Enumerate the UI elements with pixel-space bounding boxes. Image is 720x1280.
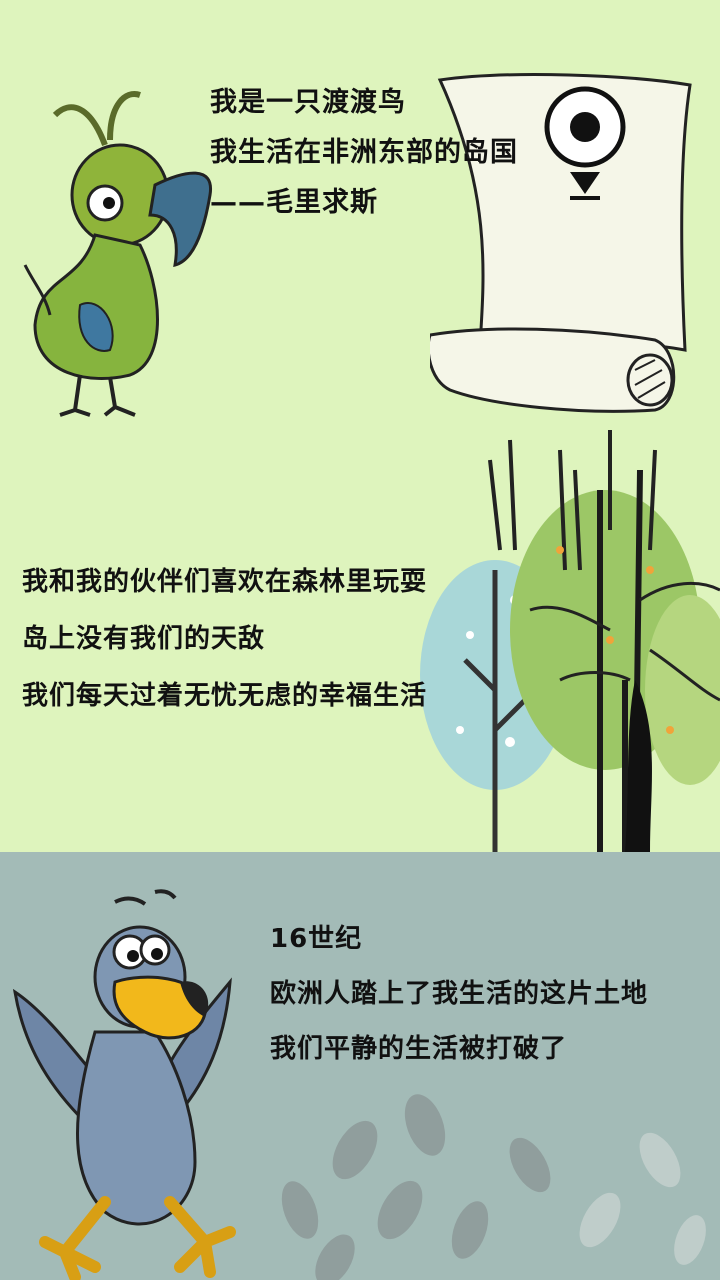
panel-forest: 我和我的伙伴们喜欢在森林里玩耍 岛上没有我们的天敌 我们每天过着无忧无虑的幸福生… [0,430,720,852]
intro-text: 我是一只渡渡鸟 我生活在非洲东部的岛国 ——毛里求斯 [210,78,518,228]
scroll-map-illustration [430,73,692,413]
europeans-line-2: 欧洲人踏上了我生活的这片土地 [270,979,649,1009]
forest-text: 我和我的伙伴们喜欢在森林里玩耍 岛上没有我们的天敌 我们每天过着无忧无虑的幸福生… [22,554,427,725]
forest-line-2: 岛上没有我们的天敌 [22,624,266,654]
intro-line-2: 我生活在非洲东部的岛国 [210,137,518,168]
europeans-line-3: 我们平静的生活被打破了 [270,1034,568,1064]
footprints-illustration [281,1094,706,1280]
intro-line-3: ——毛里求斯 [210,187,378,218]
location-pin-icon [544,86,626,200]
forest-line-3: 我们每天过着无忧无虑的幸福生活 [22,681,428,711]
blue-dodo-illustration [12,889,236,1280]
panel-intro: 我是一只渡渡鸟 我生活在非洲东部的岛国 ——毛里求斯 [0,0,720,430]
forest-illustration [420,430,720,852]
europeans-line-1: 16世纪 [270,924,363,954]
intro-line-1: 我是一只渡渡鸟 [210,87,406,118]
panel-europeans: 16世纪 欧洲人踏上了我生活的这片土地 我们平静的生活被打破了 [0,852,720,1280]
europeans-text: 16世纪 欧洲人踏上了我生活的这片土地 我们平静的生活被打破了 [270,912,648,1077]
forest-line-1: 我和我的伙伴们喜欢在森林里玩耍 [22,567,428,597]
green-dodo-illustration [23,91,212,417]
